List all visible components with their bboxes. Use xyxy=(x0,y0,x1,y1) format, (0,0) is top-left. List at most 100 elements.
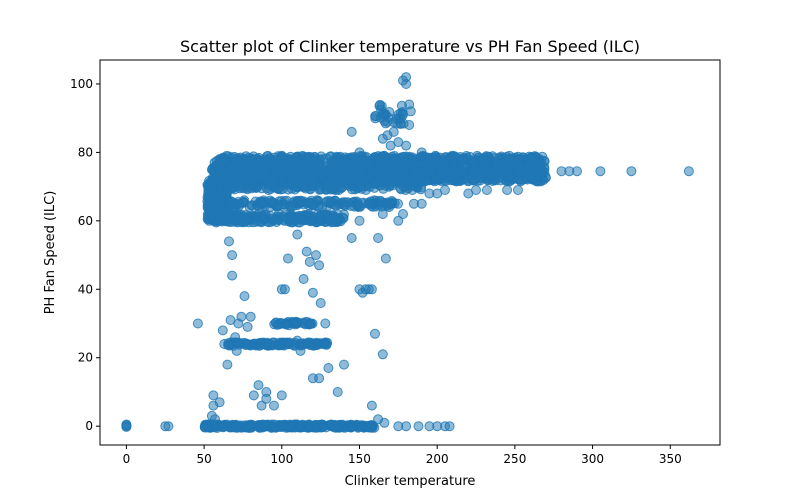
data-point xyxy=(283,338,293,349)
chart-title: Scatter plot of Clinker temperature vs P… xyxy=(180,37,640,56)
x-tick-label: 50 xyxy=(196,452,211,466)
data-point xyxy=(345,176,356,187)
x-tick-label: 250 xyxy=(503,452,526,466)
data-point xyxy=(346,233,357,243)
data-point xyxy=(366,400,377,411)
data-point xyxy=(303,151,314,162)
data-point xyxy=(292,229,303,240)
data-point xyxy=(259,420,270,430)
data-point xyxy=(283,253,293,264)
data-point xyxy=(393,215,404,226)
data-point xyxy=(380,253,391,264)
data-point xyxy=(314,212,325,223)
data-point xyxy=(407,154,417,164)
data-point xyxy=(301,246,312,257)
data-point xyxy=(446,175,457,186)
data-point xyxy=(381,159,392,170)
data-point xyxy=(211,161,222,172)
data-point xyxy=(295,345,306,356)
data-point xyxy=(268,214,279,224)
data-point xyxy=(377,209,388,219)
data-point xyxy=(163,421,174,432)
data-point xyxy=(256,400,267,411)
data-point xyxy=(481,185,492,195)
data-point xyxy=(361,421,372,432)
x-axis-label: Clinker temperature xyxy=(345,474,476,489)
data-point xyxy=(375,197,386,207)
data-point xyxy=(373,233,384,243)
data-point xyxy=(448,160,459,171)
y-tick-label: 20 xyxy=(78,351,93,365)
data-point xyxy=(435,152,446,163)
data-point xyxy=(540,172,551,183)
data-point xyxy=(208,390,219,401)
data-point xyxy=(401,140,412,151)
data-point xyxy=(311,195,322,206)
data-point xyxy=(192,318,203,329)
data-point xyxy=(336,182,347,193)
data-point xyxy=(388,154,399,165)
data-point xyxy=(236,311,247,322)
plot-frame xyxy=(99,59,721,446)
data-point xyxy=(291,182,302,192)
y-axis-label: PH Fan Speed (ILC) xyxy=(43,191,58,315)
data-point xyxy=(401,79,412,89)
data-point xyxy=(317,171,328,182)
data-point xyxy=(378,174,389,184)
data-point xyxy=(211,217,222,228)
data-point xyxy=(276,150,287,161)
data-point xyxy=(339,359,349,370)
data-point xyxy=(226,217,237,227)
data-point xyxy=(275,160,286,171)
data-point xyxy=(377,133,388,144)
data-point xyxy=(354,147,365,158)
data-point xyxy=(398,151,409,162)
data-point xyxy=(227,270,238,281)
data-point xyxy=(346,126,357,137)
data-point xyxy=(487,169,497,180)
data-point xyxy=(377,349,388,360)
data-point xyxy=(210,414,220,425)
data-point xyxy=(467,173,478,184)
data-point xyxy=(329,215,340,226)
data-point xyxy=(572,166,582,177)
data-point xyxy=(232,422,243,433)
data-point xyxy=(367,164,377,175)
y-tick-label: 60 xyxy=(78,214,93,228)
data-point xyxy=(409,177,420,188)
data-point xyxy=(230,332,241,343)
x-tick-label: 350 xyxy=(659,452,682,466)
data-point xyxy=(245,311,256,322)
data-point xyxy=(253,380,264,391)
data-point xyxy=(502,185,513,195)
data-point xyxy=(261,393,272,404)
data-point xyxy=(239,291,250,302)
data-point xyxy=(346,422,356,432)
x-tick-label: 150 xyxy=(348,452,371,466)
y-tick-label: 80 xyxy=(78,145,93,159)
data-point xyxy=(404,120,415,130)
data-point xyxy=(491,160,502,171)
data-point xyxy=(398,209,408,219)
data-point xyxy=(401,421,412,432)
data-point xyxy=(466,157,477,168)
data-point xyxy=(256,197,267,208)
data-point xyxy=(369,178,380,189)
data-point xyxy=(320,318,331,329)
data-point xyxy=(217,325,228,336)
data-point xyxy=(227,250,238,261)
data-point xyxy=(253,171,264,182)
data-point xyxy=(245,340,256,351)
data-point xyxy=(218,422,229,433)
data-point xyxy=(321,339,332,350)
data-point xyxy=(341,161,351,172)
data-point xyxy=(202,422,213,433)
y-tick-label: 40 xyxy=(78,282,93,296)
ticks-layer: 0 50 100 150 200 250 300 350 0 20 40 60 80 100 xyxy=(70,77,682,466)
data-point xyxy=(311,250,321,261)
data-point xyxy=(338,197,349,208)
data-point xyxy=(416,198,427,209)
data-point xyxy=(234,199,245,210)
data-point xyxy=(683,166,694,177)
data-point xyxy=(280,319,291,330)
